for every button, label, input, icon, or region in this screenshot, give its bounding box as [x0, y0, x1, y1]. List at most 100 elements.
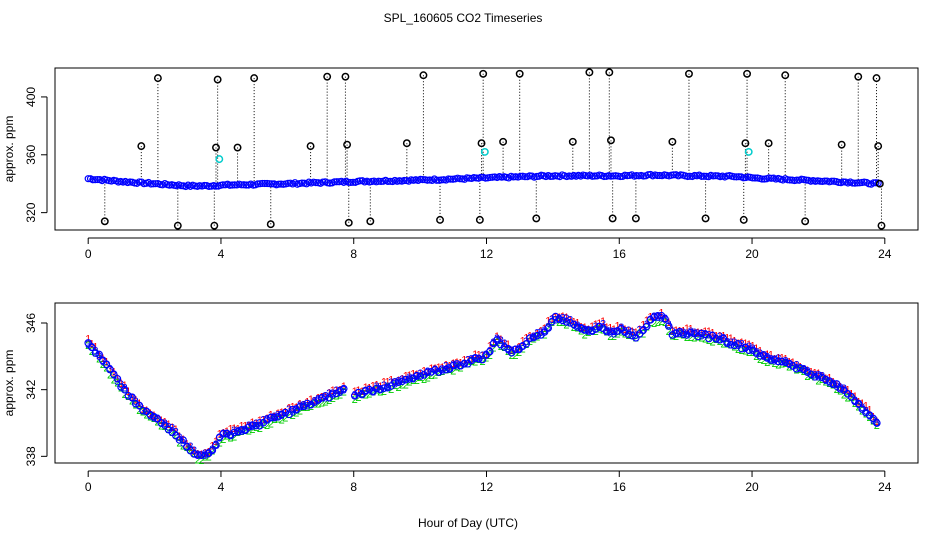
outlier-point [343, 140, 352, 149]
marker-1: 1 [702, 326, 708, 338]
baseline-point [732, 173, 741, 181]
marker-3: 3 [308, 399, 314, 411]
baseline-point [330, 178, 339, 186]
baseline-point [509, 173, 517, 181]
circle-point [208, 446, 217, 455]
marker-3: 3 [374, 381, 380, 393]
outlier-point [764, 139, 773, 148]
marker-3: 3 [556, 313, 562, 325]
series-3: 3333333333333333333333333333333333333333… [85, 311, 880, 462]
marker-1: 1 [856, 397, 862, 409]
outlier-point [499, 137, 508, 146]
circle-point [245, 423, 253, 431]
marker-2: 2 [793, 364, 799, 376]
baseline-point [219, 181, 227, 189]
plot-frame [54, 67, 919, 231]
marker-1: 1 [147, 408, 153, 420]
marker-2: 2 [414, 375, 420, 387]
marker-3: 3 [447, 362, 453, 374]
marker-2: 2 [830, 379, 836, 391]
circle-point [478, 355, 487, 364]
marker-2: 2 [268, 419, 274, 431]
outlier-point [137, 142, 146, 151]
marker-1: 1 [293, 402, 299, 414]
marker-1: 1 [439, 362, 445, 374]
marker-2: 2 [709, 336, 715, 348]
marker-1: 1 [589, 321, 595, 333]
marker-3: 3 [644, 319, 650, 331]
marker-2: 2 [600, 324, 606, 336]
marker-2: 2 [673, 331, 679, 343]
marker-2: 2 [527, 336, 533, 348]
outlier-point [341, 72, 350, 81]
marker-2: 2 [297, 406, 303, 418]
circle-point [664, 322, 673, 330]
marker-3: 3 [549, 314, 555, 326]
marker-3: 3 [469, 354, 475, 366]
marker-1: 1 [746, 339, 752, 351]
circle-point [737, 344, 746, 353]
circle-point [796, 364, 804, 372]
marker-3: 3 [666, 319, 672, 331]
y-axis: 338 342 346 [24, 313, 48, 466]
circle-point [423, 368, 432, 377]
baseline-point [344, 178, 353, 186]
outlier-point [685, 69, 693, 78]
marker-3: 3 [571, 320, 577, 332]
marker-3: 3 [552, 314, 558, 326]
marker-3: 3 [618, 322, 624, 334]
marker-3: 3 [680, 327, 686, 339]
marker-1: 1 [870, 412, 876, 424]
marker-1: 1 [483, 349, 489, 361]
circle-point [456, 361, 465, 370]
circle-point [774, 357, 783, 366]
marker-2: 2 [290, 410, 296, 422]
marker-2: 2 [359, 388, 365, 400]
y-tick-label: 320 [24, 202, 38, 222]
marker-1: 1 [228, 423, 234, 435]
circle-point [296, 402, 304, 411]
baseline-point [758, 175, 766, 183]
baseline-point [349, 178, 357, 186]
circle-point [190, 450, 198, 458]
marker-3: 3 [764, 351, 770, 363]
baseline-point [735, 173, 743, 181]
circle-point [716, 335, 724, 344]
marker-2: 2 [662, 317, 668, 329]
marker-2: 2 [246, 425, 252, 437]
marker-2: 2 [552, 315, 558, 327]
circle-point [285, 410, 293, 419]
x-tick-label: 0 [85, 480, 92, 494]
marker-1: 1 [301, 400, 307, 412]
y-tick-label: 346 [24, 313, 38, 333]
circle-point [398, 377, 406, 386]
baseline-point [591, 172, 599, 180]
marker-3: 3 [647, 314, 653, 326]
marker-1: 1 [246, 420, 252, 432]
marker-1: 1 [370, 380, 376, 392]
top-panel: 0 4 8 12 16 20 24 320 360 400 approx. ppm [2, 67, 919, 261]
marker-3: 3 [144, 406, 150, 418]
marker-1: 1 [341, 381, 347, 393]
marker-2: 2 [220, 434, 226, 446]
marker-1: 1 [184, 439, 190, 451]
marker-3: 3 [184, 441, 190, 453]
marker-1: 1 [297, 398, 303, 410]
baseline-point [384, 177, 392, 186]
marker-2: 2 [374, 385, 380, 397]
circle-point [832, 380, 841, 388]
circle-point [91, 349, 100, 357]
outlier-point [568, 137, 577, 146]
outlier-point [515, 69, 524, 78]
marker-2: 2 [790, 360, 796, 372]
marker-2: 2 [739, 345, 745, 357]
marker-2: 2 [761, 355, 767, 367]
baseline-point [670, 171, 678, 179]
circle-point [391, 378, 399, 386]
marker-1: 1 [520, 336, 526, 348]
marker-3: 3 [162, 418, 168, 430]
marker-2: 2 [804, 371, 810, 383]
circle-point [248, 421, 257, 429]
outlier-point [477, 139, 486, 148]
circle-point [427, 368, 436, 376]
